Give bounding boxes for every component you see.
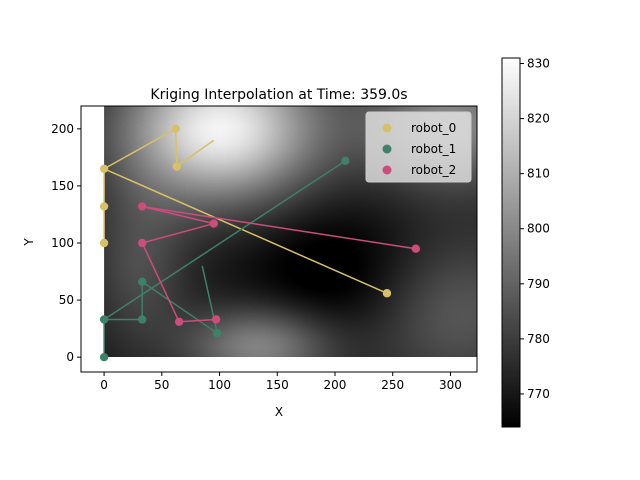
y-axis: 0 50 100 150 200	[51, 122, 81, 364]
data-point-robot_2	[411, 244, 421, 253]
data-point-robot_2	[174, 317, 184, 326]
data-point-robot_0	[99, 164, 109, 173]
plot-frame	[80, 105, 478, 373]
path-robot_2	[141, 222, 217, 323]
y-tick-label: 200	[51, 122, 74, 136]
series-robot_2	[137, 202, 421, 326]
legend-label-robot_1: robot_1	[411, 142, 456, 156]
extra-path-robot_2	[142, 205, 214, 225]
x-tick-label: 50	[154, 378, 169, 392]
series-robot_0	[99, 124, 392, 298]
y-axis-label: Y	[22, 238, 36, 247]
data-point-robot_0	[171, 124, 180, 134]
colorbar-tick-label: 810	[527, 167, 550, 181]
legend-label-robot_0: robot_0	[411, 121, 456, 135]
y-tick-label: 100	[51, 236, 74, 250]
segment-robot_1	[103, 160, 346, 321]
data-point-robot_1	[341, 156, 350, 165]
data-point-robot_0	[99, 238, 109, 248]
x-axis: 0 50 100 150 200 250 300	[100, 372, 462, 392]
legend: robot_0 robot_1 robot_2	[365, 111, 472, 183]
legend-marker-robot_1	[382, 144, 392, 154]
y-tick-label: 0	[66, 350, 74, 364]
legend-marker-robot_2	[382, 165, 392, 175]
chart-title: Kriging Interpolation at Time: 359.0s	[150, 87, 407, 103]
data-point-robot_1	[137, 315, 147, 324]
data-point-robot_0	[99, 202, 109, 211]
series-robot_1	[99, 156, 350, 362]
data-point-robot_1	[99, 315, 109, 324]
colorbar-gradient	[502, 58, 520, 427]
data-point-robot_0	[172, 162, 182, 171]
colorbar-tick-label: 830	[527, 57, 550, 71]
x-tick-label: 150	[266, 378, 289, 392]
colorbar-ticks: 770 780 790 800 810 820 830	[520, 57, 550, 401]
colorbar: 770 780 790 800 810 820 830	[501, 57, 550, 428]
data-point-robot_0	[382, 289, 392, 298]
data-point-robot_1	[99, 352, 109, 362]
segment-robot_2	[142, 205, 416, 250]
colorbar-tick-label: 800	[527, 222, 550, 236]
colorbar-tick-label: 770	[527, 387, 550, 401]
x-tick-label: 250	[381, 378, 404, 392]
data-point-robot_1	[137, 277, 147, 287]
path-robot_0	[103, 127, 215, 243]
colorbar-tick-label: 780	[527, 332, 550, 346]
data-point-robot_2	[137, 202, 147, 211]
colorbar-tick-label: 790	[527, 277, 550, 291]
y-tick-label: 150	[51, 179, 74, 193]
x-tick-label: 0	[100, 378, 108, 392]
data-point-robot_1	[213, 328, 222, 338]
y-tick-label: 50	[59, 293, 74, 307]
colorbar-tick-label: 820	[527, 112, 550, 126]
colorbar-frame	[501, 57, 521, 428]
legend-marker-robot_0	[382, 123, 392, 133]
x-tick-label: 200	[324, 378, 347, 392]
data-point-robot_2	[137, 238, 147, 248]
legend-box	[365, 111, 472, 183]
x-tick-label: 100	[208, 378, 231, 392]
data-point-robot_2	[209, 219, 218, 228]
segment-robot_0	[103, 168, 388, 294]
x-tick-label: 300	[439, 378, 462, 392]
legend-label-robot_2: robot_2	[411, 163, 456, 177]
x-axis-label: X	[275, 405, 283, 419]
data-point-robot_2	[211, 315, 221, 324]
